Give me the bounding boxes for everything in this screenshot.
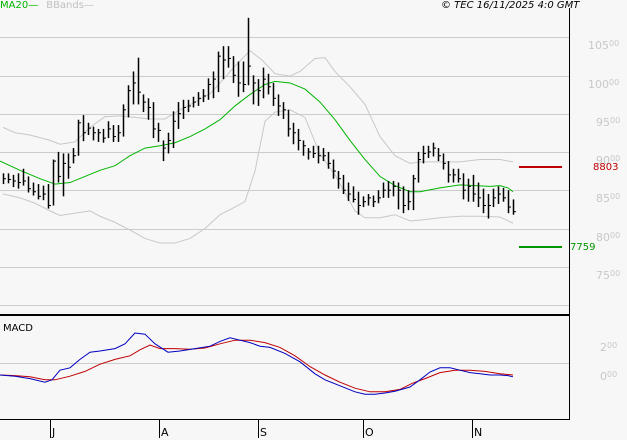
- support-resistance-lines: [519, 165, 562, 248]
- price-label-9500: 9500: [596, 116, 621, 129]
- price-label-10500: 10500: [588, 39, 620, 52]
- resistance-label: 8803: [593, 161, 619, 173]
- copyright-timestamp: © TEC 16/11/2025 4:0 GMT: [441, 0, 580, 11]
- price-label-9000: 9000: [596, 154, 621, 167]
- x-axis-label-a: A: [161, 426, 169, 439]
- legend-bbands: BBands—: [46, 0, 94, 11]
- price-label-8000: 8000: [596, 231, 621, 244]
- x-axis-ticks: [50, 420, 473, 438]
- price-bars: [2, 17, 516, 219]
- x-axis-label-o: O: [365, 426, 374, 439]
- chart-legend: MA20— BBands—: [0, 0, 94, 11]
- price-label-7500: 7500: [596, 269, 621, 282]
- macd-title: MACD: [3, 323, 33, 334]
- x-axis-label-n: N: [474, 426, 483, 439]
- macd-label-200: 200: [600, 341, 618, 354]
- price-label-8500: 8500: [596, 192, 621, 205]
- x-axis-label-j: J: [52, 426, 56, 439]
- x-axis-label-s: S: [260, 426, 267, 439]
- legend-ma20: MA20—: [0, 0, 39, 11]
- chart-frame: [0, 8, 570, 420]
- price-label-10000: 10000: [588, 78, 620, 91]
- support-label: 7759: [570, 241, 596, 253]
- macd-lines: [0, 332, 514, 395]
- bollinger-bands: [2, 50, 514, 244]
- price-grid: [0, 37, 569, 306]
- macd-label-000: 000: [600, 370, 618, 383]
- ma20-line: [0, 80, 514, 193]
